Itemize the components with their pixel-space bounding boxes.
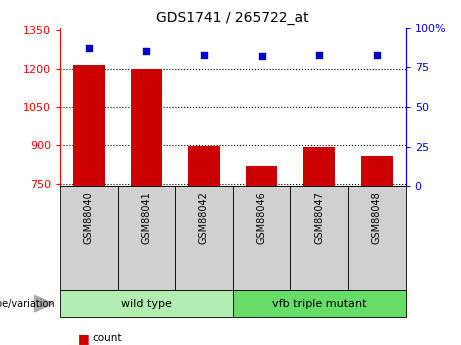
Bar — [303, 147, 335, 186]
Bar — [233, 290, 406, 317]
Text: wild type: wild type — [121, 299, 172, 308]
Bar — [361, 156, 393, 186]
Bar — [188, 146, 220, 186]
Bar — [130, 69, 162, 186]
Point — [315, 52, 323, 57]
Bar — [246, 166, 278, 186]
Bar — [118, 186, 175, 290]
Text: vfb triple mutant: vfb triple mutant — [272, 299, 366, 308]
Point — [85, 46, 92, 51]
Polygon shape — [35, 295, 53, 312]
Bar — [290, 186, 348, 290]
Text: GSM88040: GSM88040 — [84, 191, 94, 244]
Text: genotype/variation: genotype/variation — [0, 299, 55, 308]
Point — [373, 52, 381, 57]
Text: ■: ■ — [78, 332, 90, 345]
Bar — [348, 186, 406, 290]
Point — [200, 52, 207, 57]
Bar — [60, 186, 118, 290]
Text: GSM88041: GSM88041 — [142, 191, 151, 244]
Bar — [60, 290, 233, 317]
Text: count: count — [92, 333, 122, 343]
Text: GSM88047: GSM88047 — [314, 191, 324, 244]
Bar — [73, 65, 105, 186]
Text: GSM88048: GSM88048 — [372, 191, 382, 244]
Point — [258, 53, 266, 59]
Point — [142, 49, 150, 54]
Bar — [233, 186, 290, 290]
Title: GDS1741 / 265722_at: GDS1741 / 265722_at — [156, 11, 309, 25]
Text: GSM88046: GSM88046 — [257, 191, 266, 244]
Bar — [175, 186, 233, 290]
Text: GSM88042: GSM88042 — [199, 191, 209, 244]
